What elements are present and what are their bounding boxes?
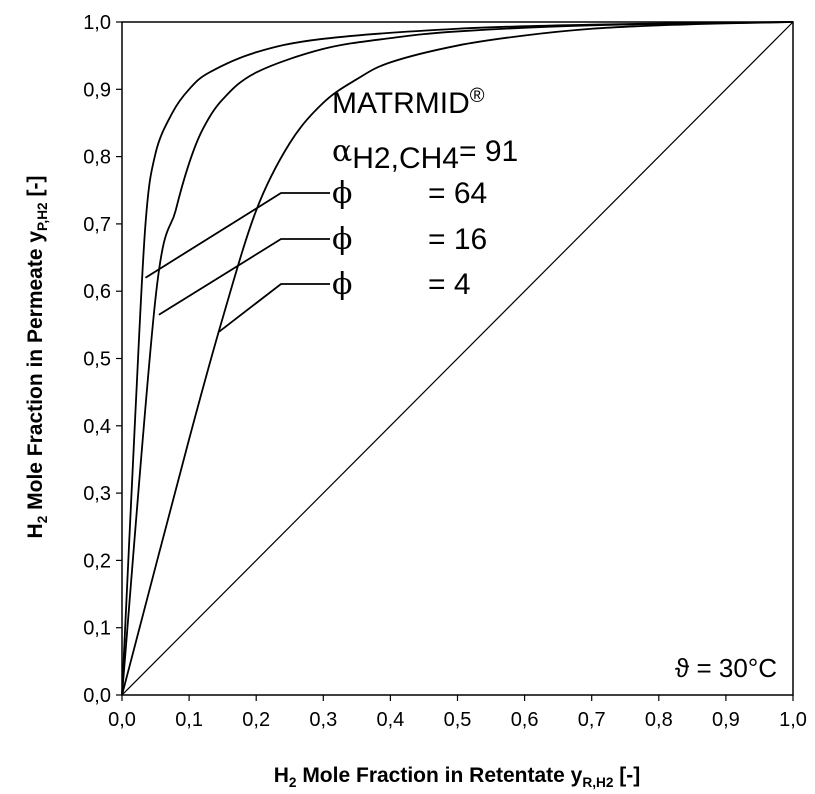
y-tick-label: 0,1 <box>83 618 111 640</box>
y-tick-label: 0,0 <box>83 685 111 707</box>
x-tick-label: 0,8 <box>645 709 673 731</box>
x-tick-label: 0,2 <box>242 709 270 731</box>
temperature-label: ϑ = 30°C <box>675 653 777 683</box>
phi-value-2: = 16 <box>428 223 487 256</box>
phi-value-1: = 64 <box>428 177 487 210</box>
alpha-label: αH2,CH4= 91 <box>332 134 518 175</box>
x-tick-label: 1,0 <box>779 709 807 731</box>
phi-symbol-3: ϕ <box>332 267 352 302</box>
x-tick-label: 0,1 <box>175 709 203 731</box>
leaders-layer <box>145 192 330 333</box>
x-tick-label: 0,6 <box>511 709 539 731</box>
material-label: MATRMID® <box>332 85 485 120</box>
phi-value-3: = 4 <box>428 268 471 301</box>
y-axis-title: H2 Mole Fraction in Permeate yP,H2 [-] <box>24 176 50 539</box>
phi-leader-line <box>158 238 330 316</box>
y-tick-label: 0,6 <box>83 281 111 303</box>
x-axis-title: H2 Mole Fraction in Retentate yR,H2 [-] <box>274 764 641 790</box>
series-line-phi-4 <box>121 21 794 696</box>
phi-symbol-2: ϕ <box>332 222 352 257</box>
y-tick-label: 0,3 <box>83 483 111 505</box>
lines-layer <box>121 21 794 696</box>
ticks-layer <box>116 21 794 701</box>
x-tick-label: 0,0 <box>108 709 136 731</box>
plot-frame <box>121 21 794 696</box>
phi-symbol-1: ϕ <box>332 176 352 211</box>
series-line-diagonal <box>121 21 794 696</box>
tick-labels-layer: 0,0 0,1 0,2 0,3 0,4 0,5 0,6 0,7 0,8 0,9 1,0 0,0 0,1 0… <box>83 12 807 731</box>
y-tick-label: 0,7 <box>83 214 111 236</box>
x-tick-label: 0,4 <box>376 709 404 731</box>
y-tick-label: 0,8 <box>83 147 111 169</box>
series-line-phi-16 <box>121 21 794 696</box>
y-tick-label: 0,2 <box>83 550 111 572</box>
x-tick-label: 0,9 <box>712 709 740 731</box>
x-tick-label: 0,7 <box>578 709 606 731</box>
phi-leader-line <box>218 283 330 333</box>
x-tick-label: 0,3 <box>309 709 337 731</box>
x-tick-label: 0,5 <box>444 709 472 731</box>
phi-leader-line <box>145 192 330 279</box>
y-tick-label: 0,5 <box>83 349 111 371</box>
y-tick-label: 1,0 <box>83 12 111 34</box>
y-tick-label: 0,4 <box>83 416 111 438</box>
y-tick-label: 0,9 <box>83 79 111 101</box>
